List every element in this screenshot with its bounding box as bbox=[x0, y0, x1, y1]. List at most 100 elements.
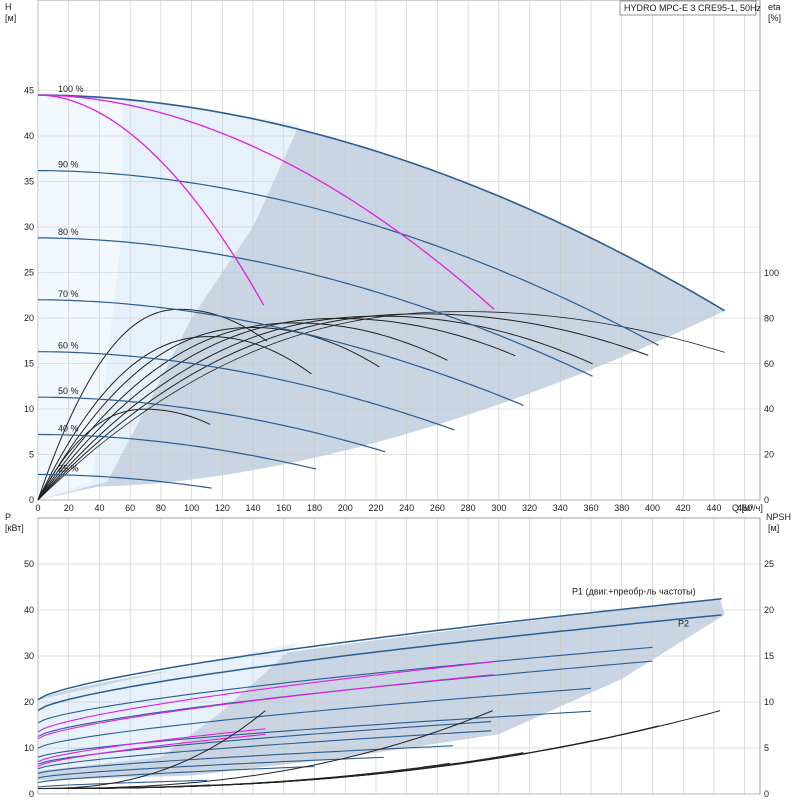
npsh-tick-label: 20 bbox=[764, 605, 774, 615]
power-magenta-curve bbox=[37, 674, 493, 740]
x-tick-label: 220 bbox=[368, 503, 383, 513]
y-right-tick-label: 100 bbox=[764, 268, 779, 278]
speed-label: 100 % bbox=[58, 84, 84, 94]
power-curve bbox=[37, 614, 722, 711]
power-curve bbox=[37, 730, 492, 770]
x-tick-label: 400 bbox=[645, 503, 660, 513]
power-curve bbox=[37, 765, 315, 784]
p2-annotation: P2 bbox=[678, 619, 689, 629]
x-tick-label: 80 bbox=[156, 503, 166, 513]
power-curve bbox=[37, 756, 384, 779]
efficiency-curve bbox=[37, 311, 725, 501]
speed-curve bbox=[38, 396, 386, 453]
y-tick-label: 20 bbox=[24, 313, 34, 323]
p-tick-label: 40 bbox=[24, 605, 34, 615]
x-tick-label: 180 bbox=[307, 503, 322, 513]
x-tick-label: 160 bbox=[276, 503, 291, 513]
speed-curve bbox=[38, 351, 455, 431]
efficiency-curve bbox=[37, 308, 268, 501]
npsh-curve bbox=[38, 710, 493, 789]
chart-title-box: HYDRO MPC-E 3 CRE95-1, 50Hz bbox=[619, 0, 762, 16]
y-axis-label: H bbox=[5, 2, 12, 12]
y-right-tick-label: 80 bbox=[764, 313, 774, 323]
y-right-axis-unit: [%] bbox=[768, 13, 781, 23]
y-tick-label: 0 bbox=[29, 495, 34, 505]
speed-curve bbox=[38, 170, 659, 346]
p1-annotation: P1 (двиг.+преобр-ль частоты) bbox=[572, 587, 696, 597]
x-tick-label: 40 bbox=[94, 503, 104, 513]
y-tick-label: 5 bbox=[29, 450, 34, 460]
y-tick-label: 10 bbox=[24, 404, 34, 414]
y-right-axis-label: eta bbox=[768, 2, 781, 12]
power-curve bbox=[37, 779, 208, 788]
y-tick-label: 25 bbox=[24, 268, 34, 278]
efficiency-curve bbox=[37, 408, 211, 501]
power-curve bbox=[37, 745, 453, 774]
x-tick-label: 280 bbox=[461, 503, 476, 513]
x-tick-label: 360 bbox=[584, 503, 599, 513]
x-tick-label: 0 bbox=[35, 503, 40, 513]
x-tick-label: 20 bbox=[64, 503, 74, 513]
speed-label: 25 % bbox=[58, 464, 79, 474]
efficiency-curve bbox=[37, 327, 380, 501]
efficiency-curve bbox=[37, 315, 593, 501]
efficiency-curve bbox=[37, 313, 649, 501]
power-curve bbox=[37, 598, 722, 701]
pump-staging-curve bbox=[37, 94, 265, 306]
y-axis-unit: [м] bbox=[5, 13, 16, 23]
x-tick-label: 240 bbox=[399, 503, 414, 513]
speed-label: 90 % bbox=[58, 160, 79, 170]
p-tick-label: 10 bbox=[24, 743, 34, 753]
power-magenta-curve bbox=[37, 661, 493, 733]
npsh-axis-label: NPSH bbox=[766, 512, 791, 522]
speed-label: 60 % bbox=[58, 341, 79, 351]
efficiency-curve bbox=[37, 317, 516, 501]
speed-label: 70 % bbox=[58, 289, 79, 299]
x-tick-label: 340 bbox=[553, 503, 568, 513]
x-tick-label: 120 bbox=[215, 503, 230, 513]
power-magenta-curve bbox=[37, 728, 266, 763]
p-axis-unit: [кВт] bbox=[5, 523, 24, 533]
pump-staging-curve bbox=[38, 94, 495, 310]
p-axis-label: P bbox=[5, 512, 11, 522]
speed-curve bbox=[38, 299, 524, 406]
x-tick-label: 440 bbox=[706, 503, 721, 513]
x-tick-label: 460 bbox=[737, 503, 752, 513]
y-tick-label: 35 bbox=[24, 177, 34, 187]
p-tick-label: 50 bbox=[24, 559, 34, 569]
speed-label: 50 % bbox=[58, 386, 79, 396]
x-tick-label: 320 bbox=[522, 503, 537, 513]
y-right-tick-label: 0 bbox=[764, 495, 769, 505]
x-tick-label: 300 bbox=[491, 503, 506, 513]
npsh-tick-label: 25 bbox=[764, 559, 774, 569]
x-tick-label: 140 bbox=[246, 503, 261, 513]
efficiency-curve bbox=[37, 336, 312, 501]
x-tick-label: 420 bbox=[676, 503, 691, 513]
speed-label: 80 % bbox=[58, 227, 79, 237]
speed-curve bbox=[38, 473, 212, 489]
chart-title: HYDRO MPC-E 3 CRE95-1, 50Hz bbox=[624, 3, 762, 13]
power-curve bbox=[37, 687, 592, 749]
speed-curve bbox=[38, 237, 593, 377]
x-axis-label: Q [м³/ч] bbox=[732, 503, 763, 513]
y-tick-label: 45 bbox=[24, 86, 34, 96]
y-tick-label: 40 bbox=[24, 131, 34, 141]
lower-light-zone bbox=[38, 642, 300, 771]
y-tick-label: 30 bbox=[24, 222, 34, 232]
npsh-tick-label: 0 bbox=[764, 789, 769, 799]
npsh-curve bbox=[38, 784, 211, 789]
power-curve bbox=[37, 646, 653, 724]
x-tick-label: 260 bbox=[430, 503, 445, 513]
speed-curve bbox=[38, 94, 726, 312]
y-right-tick-label: 20 bbox=[764, 450, 774, 460]
efficiency-curve bbox=[37, 322, 448, 501]
p-tick-label: 0 bbox=[29, 789, 34, 799]
npsh-tick-label: 5 bbox=[764, 743, 769, 753]
npsh-tick-label: 15 bbox=[764, 651, 774, 661]
speed-curve bbox=[38, 433, 317, 470]
p-tick-label: 20 bbox=[24, 697, 34, 707]
y-tick-label: 15 bbox=[24, 359, 34, 369]
title-frame bbox=[619, 0, 757, 16]
